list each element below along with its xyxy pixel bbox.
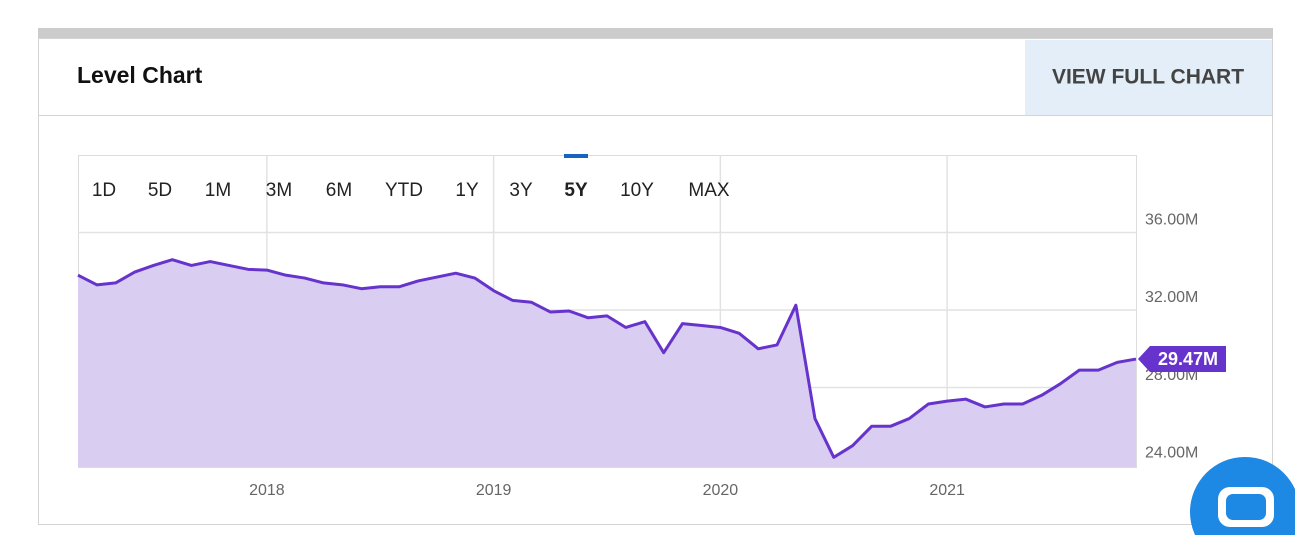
x-tick-label: 2020 bbox=[703, 482, 739, 499]
range-button[interactable]: 6M bbox=[326, 180, 352, 201]
button-bg[interactable] bbox=[1025, 40, 1272, 115]
range-button[interactable]: 1M bbox=[205, 180, 231, 201]
range-button[interactable]: 1Y bbox=[455, 180, 479, 201]
range-button[interactable]: MAX bbox=[688, 180, 730, 201]
top-bar bbox=[38, 28, 1273, 39]
y-tick-label: 32.00M bbox=[1145, 289, 1198, 306]
current-value-badge bbox=[1138, 346, 1226, 373]
range-button[interactable]: 3Y bbox=[509, 180, 533, 201]
range-button[interactable]: 5Y bbox=[564, 180, 588, 201]
current-value-label: 29.47M bbox=[1158, 349, 1218, 369]
line bbox=[77, 258, 1137, 459]
x-tick-label: 2021 bbox=[929, 482, 965, 499]
range-selected-indicator bbox=[564, 154, 588, 158]
button-label[interactable]: VIEW FULL CHART bbox=[1052, 66, 1244, 89]
y-tick-label: 24.00M bbox=[1145, 444, 1198, 461]
chat-widget[interactable] bbox=[1190, 457, 1295, 540]
chat-icon-inner[interactable] bbox=[1226, 494, 1266, 520]
range-button[interactable]: 3M bbox=[266, 180, 292, 201]
x-tick-label: 2018 bbox=[249, 482, 285, 499]
range-button[interactable]: 5D bbox=[148, 180, 172, 201]
area bbox=[78, 259, 1136, 467]
y-tick-label: 36.00M bbox=[1145, 212, 1198, 229]
x-tick-label: 2019 bbox=[476, 482, 512, 499]
card-title: Level Chart bbox=[77, 62, 203, 88]
view-full-chart-button[interactable]: VIEW FULL CHART bbox=[1025, 40, 1272, 115]
range-button[interactable]: 1D bbox=[92, 180, 116, 201]
range-button[interactable]: 10Y bbox=[620, 180, 654, 201]
range-button[interactable]: YTD bbox=[385, 180, 423, 201]
